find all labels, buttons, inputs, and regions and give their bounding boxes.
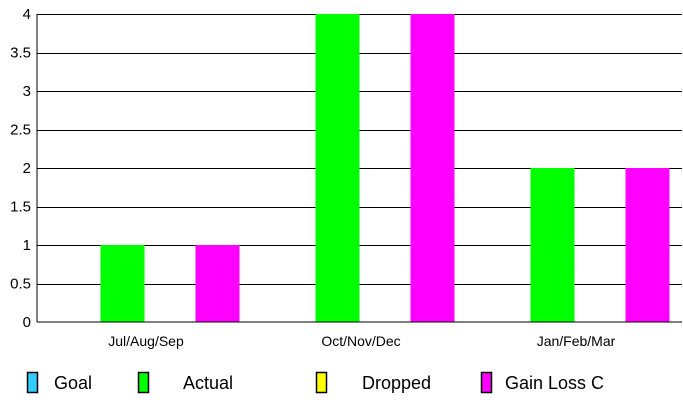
legend-label: Dropped: [362, 373, 431, 393]
x-tick-labels: Jul/Aug/Sep Oct/Nov/Dec Jan/Feb/Mar: [108, 333, 615, 349]
y-tick-label: 0.5: [10, 276, 31, 293]
bar-actual-0: [100, 245, 145, 322]
axes: [36, 14, 682, 323]
y-tick-label: 2: [23, 160, 31, 177]
bar-actual-2: [530, 168, 575, 322]
y-tick-label: 0: [23, 314, 31, 331]
legend-label: Actual: [183, 373, 233, 393]
bar-gain-loss-c-2: [625, 168, 670, 322]
x-tick-label: Jan/Feb/Mar: [537, 333, 616, 349]
bar-actual-1: [315, 14, 360, 322]
legend-swatch-actual: [137, 371, 150, 394]
y-tick-labels: 0 0.5 1 1.5 2 2.5 3 3.5 4: [10, 6, 31, 331]
y-tick-label: 4: [23, 6, 31, 23]
legend-swatch-dropped: [315, 371, 328, 394]
legend-label: Goal: [54, 373, 92, 393]
x-tick-label: Oct/Nov/Dec: [321, 333, 400, 349]
legend-label: Gain Loss C: [505, 373, 604, 393]
legend: Goal Actual Dropped Gain Loss C: [26, 371, 604, 394]
bar-gain-loss-c-0: [195, 245, 240, 322]
y-tick-label: 3: [23, 83, 31, 100]
bars: [100, 14, 670, 322]
bar-gain-loss-c-1: [410, 14, 455, 322]
legend-swatch-gain-loss-c: [480, 371, 493, 394]
legend-swatch-goal: [26, 371, 39, 394]
y-tick-label: 3.5: [10, 45, 31, 62]
x-tick-label: Jul/Aug/Sep: [108, 333, 184, 349]
y-tick-label: 1: [23, 237, 31, 254]
y-tick-label: 1.5: [10, 199, 31, 216]
y-tick-label: 2.5: [10, 122, 31, 139]
